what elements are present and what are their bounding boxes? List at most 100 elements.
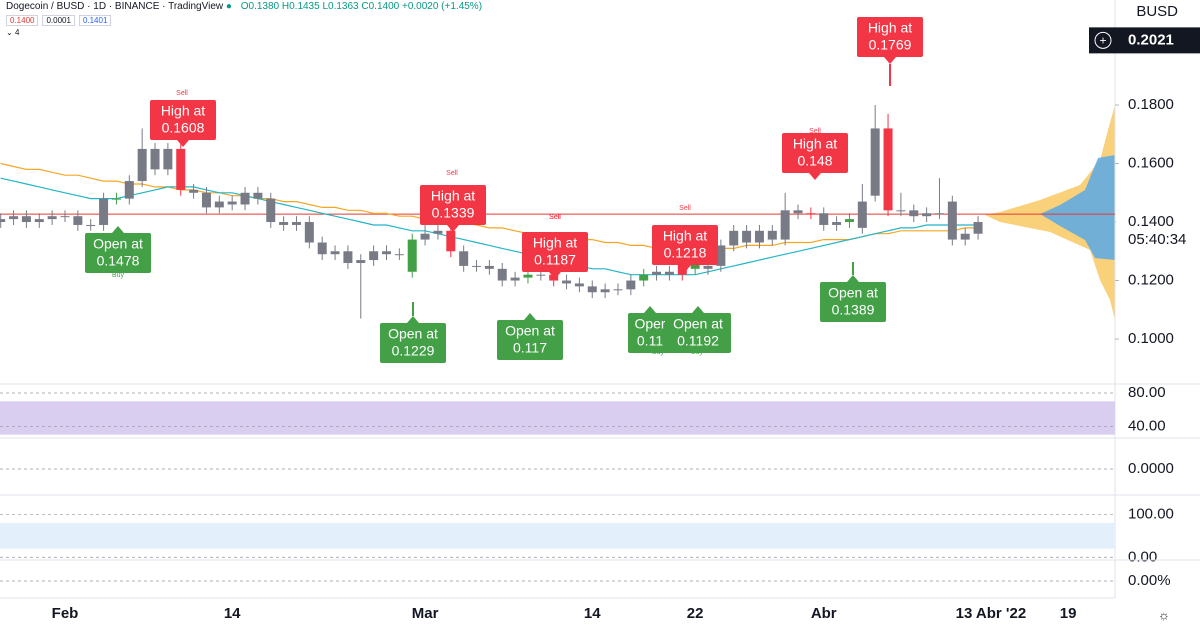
annotation-box xyxy=(522,232,588,272)
annotation-pointer xyxy=(809,173,821,180)
candle-body xyxy=(279,222,289,225)
annotation-value: 0.1229 xyxy=(392,343,435,359)
annotation-box xyxy=(420,185,486,225)
candle-body xyxy=(420,233,430,240)
candle-body xyxy=(652,271,662,275)
annotation: High at0.1218 xyxy=(652,225,718,272)
annotation: Open at0.1389 xyxy=(820,275,886,322)
candle-body xyxy=(150,148,160,170)
panel-tick-label: 80.00 xyxy=(1128,384,1166,401)
candle-body xyxy=(574,283,584,287)
candle-body xyxy=(291,222,301,225)
candle-body xyxy=(510,277,520,281)
candle-body xyxy=(60,216,70,218)
candle-body xyxy=(433,230,443,234)
panel-tick-label: 0.00% xyxy=(1128,572,1171,589)
candle-body xyxy=(240,192,250,205)
y-tick-label: 0.1000 xyxy=(1128,330,1174,347)
candle-body xyxy=(356,260,366,263)
input[interactable]: 0.1400 xyxy=(6,15,39,26)
candle-body xyxy=(253,192,263,199)
candle-body xyxy=(176,148,186,190)
annotation-value: 0.1608 xyxy=(162,120,205,136)
candle-body xyxy=(369,251,379,261)
annotation-box xyxy=(857,17,923,57)
candle-body xyxy=(111,198,121,200)
candle-body xyxy=(600,289,610,293)
candle-body xyxy=(754,230,764,243)
countdown: 05:40:34 xyxy=(1128,231,1186,248)
candle-body xyxy=(703,265,713,269)
y-tick-label: 0.1800 xyxy=(1128,96,1174,113)
volume-profile xyxy=(1040,155,1115,260)
candle-body xyxy=(523,274,533,278)
signal-label: Sell xyxy=(549,214,561,221)
input[interactable]: 0.0001 xyxy=(42,15,75,26)
crosshair-price-box xyxy=(1089,27,1200,54)
annotation: High at0.1608 xyxy=(150,100,216,147)
annotation: Open at0.117 xyxy=(497,313,563,360)
candle-body xyxy=(47,216,57,220)
candle-body xyxy=(304,222,314,243)
signal-label: Sell xyxy=(176,90,188,97)
annotation-label: Oper xyxy=(634,316,665,332)
candle-body xyxy=(664,271,674,275)
candle-body xyxy=(0,219,6,223)
annotation: Open at0.1229 xyxy=(380,316,446,363)
last-price-box xyxy=(1116,210,1200,249)
candle-body xyxy=(844,219,854,223)
crosshair-plus-sign: + xyxy=(1099,34,1106,48)
signal-label: Sell xyxy=(679,205,691,212)
candle-body xyxy=(780,210,790,240)
indicators-toggle[interactable]: ⌄ 4 xyxy=(6,28,20,37)
candle-body xyxy=(767,230,777,240)
candle-body xyxy=(394,254,404,256)
y-tick-label: 0.1600 xyxy=(1128,154,1174,171)
candle-body xyxy=(883,128,893,211)
annotation-label: Open at xyxy=(388,326,438,342)
annotation-value: 0.1218 xyxy=(664,245,707,261)
signal-label: Buy xyxy=(652,349,665,356)
panel-tick-label: 100.00 xyxy=(1128,505,1174,522)
annotation-pointer xyxy=(847,275,859,282)
header: Dogecoin / BUSD · 1D · BINANCE · Trading… xyxy=(6,1,483,37)
x-tick-label: Mar xyxy=(412,605,439,622)
annotation-pointer xyxy=(692,306,704,313)
candle-body xyxy=(446,230,456,252)
annotation: High at0.1339 xyxy=(420,185,486,232)
annotation-value: 0.1187 xyxy=(534,252,576,268)
candle-body xyxy=(870,128,880,196)
input[interactable]: 0.1401 xyxy=(78,15,112,26)
annotation: High at0.148 xyxy=(782,133,848,180)
candle-body xyxy=(201,192,211,208)
panel-band xyxy=(0,523,1115,549)
annotation-pointer xyxy=(644,306,656,313)
candle-body xyxy=(407,239,417,272)
annotation: Open at0.1478 xyxy=(85,226,151,273)
candle-body xyxy=(459,251,469,266)
candle-body xyxy=(947,201,957,240)
x-tick-label: Abr xyxy=(811,605,837,622)
candle-body xyxy=(330,251,340,255)
candle-body xyxy=(960,233,970,240)
candle-body xyxy=(626,280,636,290)
annotation-box xyxy=(782,133,848,173)
candle-body xyxy=(729,230,739,246)
candle-body xyxy=(137,148,147,182)
settings-icon[interactable]: ☼ xyxy=(1158,607,1170,622)
moving-average xyxy=(0,177,979,276)
candle-body xyxy=(819,213,829,225)
candle-body xyxy=(613,289,623,291)
annotation-label: High at xyxy=(793,136,837,152)
annotation-label: Open at xyxy=(505,323,555,339)
annotation-label: Open at xyxy=(828,285,878,301)
candle-body xyxy=(317,242,327,255)
annotation-label: High at xyxy=(431,188,475,204)
panel-tick-label: 0.00 xyxy=(1128,548,1157,565)
candle-body xyxy=(806,213,816,215)
candle-body xyxy=(214,201,224,208)
annotation-pointer xyxy=(407,316,419,323)
candle-body xyxy=(587,286,597,293)
